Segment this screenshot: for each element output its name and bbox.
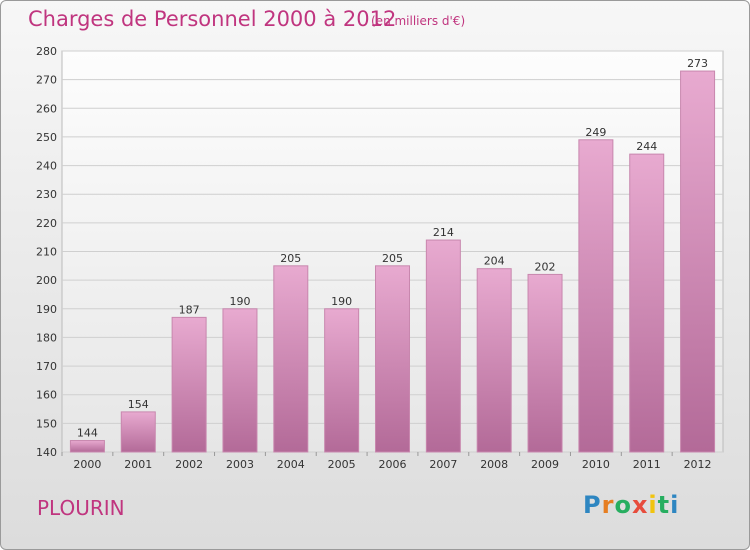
x-tick-label: 2006 — [379, 458, 407, 471]
chart-subtitle: (en milliers d'€) — [371, 14, 466, 28]
logo-letter: i — [670, 491, 680, 519]
y-tick-label: 240 — [36, 160, 57, 173]
logo-letter: o — [614, 491, 632, 519]
y-tick-label: 230 — [36, 188, 57, 201]
proxiti-logo: Proxiti — [583, 491, 679, 519]
x-tick-label: 2001 — [124, 458, 152, 471]
bar-2008 — [476, 268, 512, 453]
x-tick-label: 2005 — [328, 458, 356, 471]
x-tick-label: 2002 — [175, 458, 203, 471]
bar-value-label: 202 — [535, 260, 556, 273]
bar-2012 — [680, 70, 716, 453]
x-tick-label: 2004 — [277, 458, 305, 471]
bar-2011 — [629, 153, 665, 453]
x-tick-label: 2009 — [531, 458, 559, 471]
bar-2000 — [69, 440, 105, 453]
x-tick-label: 2003 — [226, 458, 254, 471]
bar-value-label: 205 — [280, 252, 301, 265]
bar-value-label: 205 — [382, 252, 403, 265]
bar-value-label: 190 — [229, 295, 250, 308]
y-tick-label: 190 — [36, 303, 57, 316]
chart-title: Charges de Personnel 2000 à 2012 — [28, 7, 397, 31]
x-tick-label: 2010 — [582, 458, 610, 471]
bar-2005 — [324, 308, 360, 453]
bar-2004 — [273, 265, 309, 453]
bar-2002 — [171, 316, 207, 453]
bar-value-label: 214 — [433, 226, 454, 239]
logo-letter: t — [657, 491, 671, 519]
y-tick-label: 200 — [36, 274, 57, 287]
y-tick-label: 270 — [36, 74, 57, 87]
bars: 144 154 187 190 205 190 205 214 204 202 249 244 273 — [69, 57, 716, 453]
y-tick-label: 250 — [36, 131, 57, 144]
bar-value-label: 154 — [128, 398, 149, 411]
bar-2001 — [120, 411, 156, 453]
y-tick-label: 170 — [36, 360, 57, 373]
y-tick-label: 160 — [36, 389, 57, 402]
bar-2009 — [527, 273, 563, 453]
bar-2003 — [222, 308, 258, 453]
x-tick-label: 2012 — [684, 458, 712, 471]
bar-value-label: 187 — [179, 303, 200, 316]
logo-letter: i — [648, 491, 658, 519]
y-tick-label: 260 — [36, 102, 57, 115]
city-name: PLOURIN — [37, 496, 125, 520]
x-tick-label: 2008 — [480, 458, 508, 471]
y-tick-label: 150 — [36, 417, 57, 430]
x-axis-ticks: 2000 2001 2002 2003 2004 2005 2006 2007 2008 2009… — [61, 452, 712, 471]
logo-letter: r — [601, 491, 615, 519]
y-axis-ticks: 140 150 160 170 180 190 200 210 220 230 240 250 260 2… — [36, 45, 57, 459]
x-tick-label: 2000 — [73, 458, 101, 471]
y-tick-label: 220 — [36, 217, 57, 230]
logo-letter: x — [631, 491, 649, 519]
y-tick-label: 210 — [36, 246, 57, 259]
bar-value-label: 249 — [585, 126, 606, 139]
logo-letter: P — [583, 491, 602, 519]
bar-value-label: 204 — [484, 255, 505, 268]
bar-value-label: 144 — [77, 427, 98, 440]
bar-value-label: 273 — [687, 57, 708, 70]
y-tick-label: 140 — [36, 446, 57, 459]
x-tick-label: 2011 — [633, 458, 661, 471]
y-tick-label: 280 — [36, 45, 57, 58]
bar-value-label: 190 — [331, 295, 352, 308]
x-tick-label: 2007 — [429, 458, 457, 471]
y-tick-label: 180 — [36, 331, 57, 344]
bar-2010 — [578, 139, 614, 453]
bar-2007 — [425, 239, 461, 453]
bar-value-label: 244 — [636, 140, 657, 153]
bar-2006 — [375, 265, 410, 453]
